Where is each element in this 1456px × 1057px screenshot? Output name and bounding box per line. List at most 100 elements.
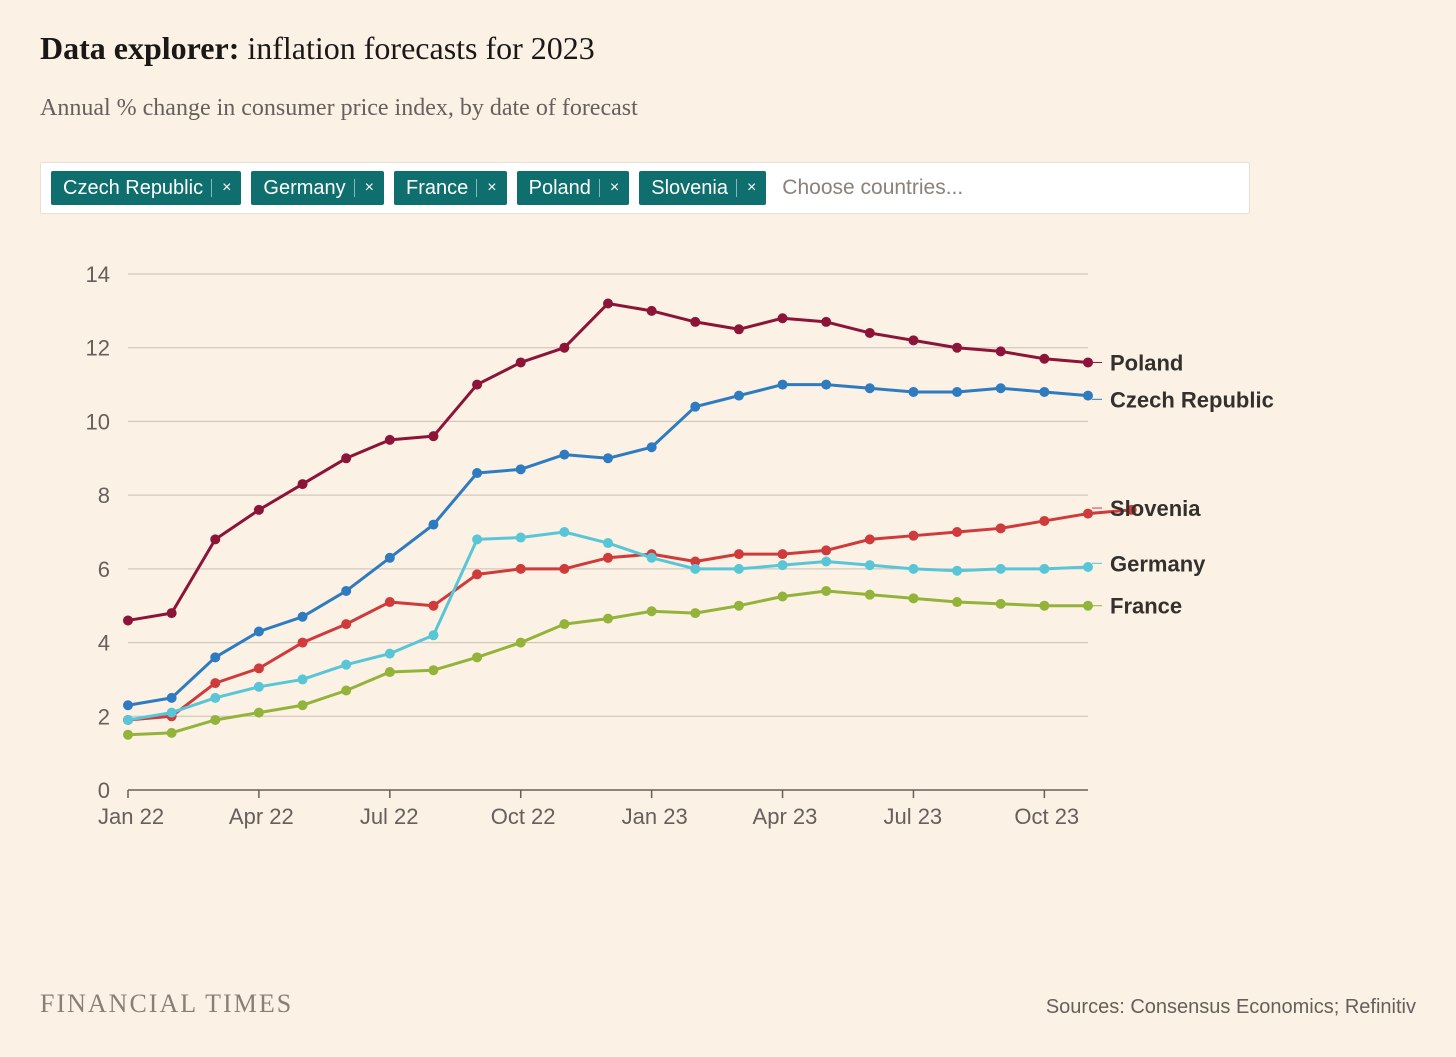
series-marker [908, 593, 918, 603]
series-marker [298, 612, 308, 622]
country-chip[interactable]: Czech Republic × [51, 171, 241, 205]
series-marker [167, 608, 177, 618]
series-marker [647, 306, 657, 316]
chip-remove-icon[interactable]: × [220, 178, 233, 199]
chip-label: Slovenia [651, 175, 728, 201]
series-marker [865, 383, 875, 393]
series-marker [559, 564, 569, 574]
series-marker [559, 527, 569, 537]
series-marker [908, 531, 918, 541]
chip-remove-icon[interactable]: × [608, 178, 621, 199]
series-label: France [1110, 594, 1182, 619]
series-marker [647, 606, 657, 616]
series-marker [516, 564, 526, 574]
brand-logo: FINANCIAL TIMES [40, 989, 293, 1019]
series-marker [603, 538, 613, 548]
y-tick-label: 0 [98, 778, 110, 803]
series-marker [210, 678, 220, 688]
series-marker [559, 619, 569, 629]
series-label: Germany [1110, 551, 1206, 576]
series-marker [908, 387, 918, 397]
series-marker [385, 649, 395, 659]
series-label: Slovenia [1110, 496, 1201, 521]
series-marker [472, 380, 482, 390]
chip-label: Poland [529, 175, 591, 201]
series-marker [210, 534, 220, 544]
series-marker [996, 346, 1006, 356]
series-marker [254, 663, 264, 673]
series-line [128, 591, 1088, 735]
title-rest: inflation forecasts for 2023 [239, 30, 594, 66]
series-marker [778, 313, 788, 323]
y-tick-label: 2 [98, 704, 110, 729]
series-marker [821, 586, 831, 596]
chip-separator [599, 179, 600, 197]
series-label: Czech Republic [1110, 387, 1274, 412]
series-marker [1083, 391, 1093, 401]
country-selector[interactable]: Czech Republic×Germany×France×Poland×Slo… [40, 162, 1250, 214]
series-marker [210, 693, 220, 703]
series-marker [647, 442, 657, 452]
x-tick-label: Jul 23 [883, 804, 942, 829]
country-chip[interactable]: France × [394, 171, 507, 205]
chip-label: Germany [263, 175, 345, 201]
series-marker [210, 652, 220, 662]
series-marker [996, 383, 1006, 393]
series-marker [1083, 509, 1093, 519]
series-marker [123, 715, 133, 725]
series-marker [516, 533, 526, 543]
series-marker [428, 431, 438, 441]
series-marker [690, 317, 700, 327]
series-marker [603, 298, 613, 308]
series-marker [996, 523, 1006, 533]
series-marker [516, 638, 526, 648]
series-marker [1039, 354, 1049, 364]
series-marker [254, 708, 264, 718]
series-marker [865, 560, 875, 570]
series-marker [778, 380, 788, 390]
chip-remove-icon[interactable]: × [485, 178, 498, 199]
series-marker [996, 564, 1006, 574]
y-tick-label: 10 [86, 409, 110, 434]
footer: FINANCIAL TIMES Sources: Consensus Econo… [40, 989, 1416, 1019]
country-chip[interactable]: Germany × [251, 171, 384, 205]
series-marker [428, 665, 438, 675]
chart: 02468101214Jan 22Apr 22Jul 22Oct 22Jan 2… [40, 264, 1420, 904]
series-marker [821, 317, 831, 327]
series-marker [865, 328, 875, 338]
title-bold: Data explorer: [40, 30, 239, 66]
series-marker [341, 685, 351, 695]
series-label: Poland [1110, 350, 1183, 375]
series-marker [603, 453, 613, 463]
series-marker [1083, 562, 1093, 572]
series-marker [428, 520, 438, 530]
series-marker [821, 556, 831, 566]
series-marker [341, 586, 351, 596]
chip-remove-icon[interactable]: × [745, 178, 758, 199]
series-marker [472, 468, 482, 478]
series-marker [298, 674, 308, 684]
chip-label: France [406, 175, 468, 201]
series-marker [472, 652, 482, 662]
country-chip[interactable]: Poland × [517, 171, 630, 205]
series-marker [1039, 387, 1049, 397]
series-marker [865, 590, 875, 600]
series-marker [559, 343, 569, 353]
series-marker [952, 597, 962, 607]
series-marker [123, 700, 133, 710]
chip-separator [211, 179, 212, 197]
series-marker [734, 549, 744, 559]
y-tick-label: 8 [98, 483, 110, 508]
series-marker [603, 614, 613, 624]
chip-label: Czech Republic [63, 175, 203, 201]
series-marker [647, 553, 657, 563]
series-marker [996, 599, 1006, 609]
series-marker [167, 708, 177, 718]
series-marker [298, 700, 308, 710]
x-tick-label: Jan 22 [98, 804, 164, 829]
series-marker [1039, 564, 1049, 574]
country-chip[interactable]: Slovenia × [639, 171, 766, 205]
series-marker [734, 324, 744, 334]
chip-remove-icon[interactable]: × [363, 178, 376, 199]
series-marker [734, 564, 744, 574]
